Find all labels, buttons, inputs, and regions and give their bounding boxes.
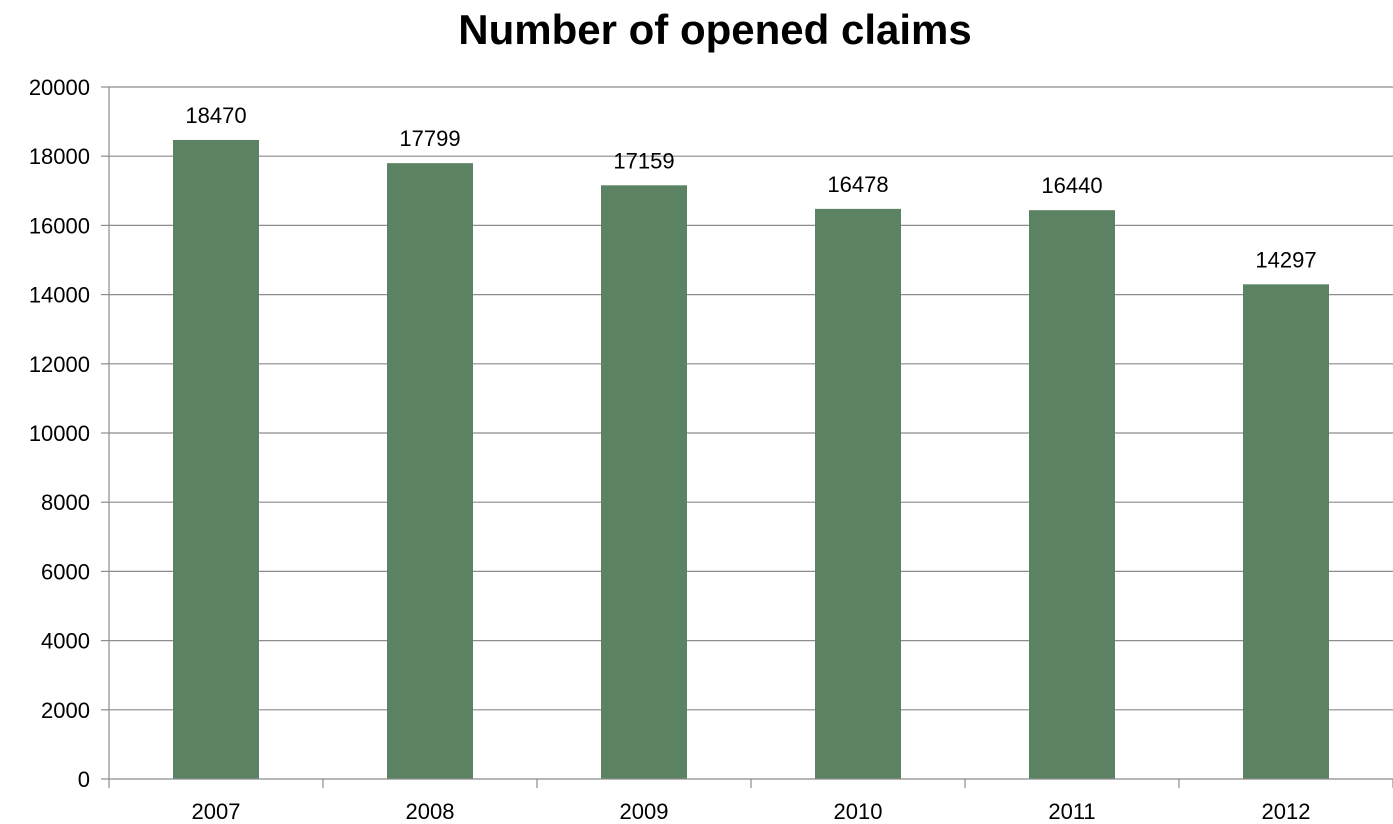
bar xyxy=(1243,284,1329,779)
y-tick-label: 16000 xyxy=(29,213,90,238)
x-axis-tick-labels: 2007 2008 2009 2010 2011 2012 xyxy=(192,799,1311,824)
x-tick-label: 2011 xyxy=(1048,799,1095,824)
data-label: 16478 xyxy=(827,172,888,197)
y-tick-label: 10000 xyxy=(29,421,90,446)
data-label: 17799 xyxy=(399,126,460,151)
y-tick-label: 18000 xyxy=(29,144,90,169)
x-tick-label: 2012 xyxy=(1262,799,1311,824)
axes xyxy=(101,86,1393,788)
y-tick-label: 4000 xyxy=(41,629,90,654)
y-tick-label: 8000 xyxy=(41,490,90,515)
data-label: 14297 xyxy=(1255,247,1316,272)
bar xyxy=(387,163,473,779)
x-tick-label: 2009 xyxy=(620,799,669,824)
y-tick-label: 6000 xyxy=(41,559,90,584)
data-label: 18470 xyxy=(185,103,246,128)
data-label: 16440 xyxy=(1041,173,1102,198)
y-tick-label: 12000 xyxy=(29,352,90,377)
data-labels: 18470 17799 17159 16478 16440 14297 xyxy=(185,103,1316,272)
bars xyxy=(173,139,1329,780)
x-tick-label: 2008 xyxy=(406,799,455,824)
data-label: 17159 xyxy=(613,148,674,173)
y-tick-label: 14000 xyxy=(29,283,90,308)
y-tick-label: 2000 xyxy=(41,698,90,723)
chart-title: Number of opened claims xyxy=(458,6,971,53)
y-axis-tick-labels: 0 2000 4000 6000 8000 10000 12000 14000 16000 180… xyxy=(29,75,90,792)
x-tick-label: 2010 xyxy=(834,799,883,824)
bar xyxy=(173,139,259,780)
y-tick-label: 0 xyxy=(78,767,90,792)
gridlines xyxy=(109,86,1393,711)
y-tick-label: 20000 xyxy=(29,75,90,100)
bar xyxy=(815,208,901,779)
bar xyxy=(1029,210,1115,779)
x-tick-label: 2007 xyxy=(192,799,241,824)
bar xyxy=(601,185,687,780)
